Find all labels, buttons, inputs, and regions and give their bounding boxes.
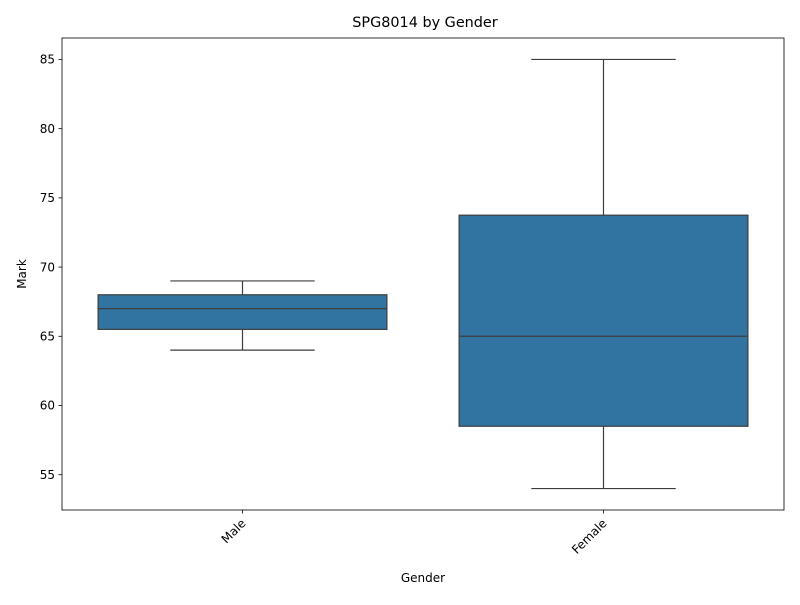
y-axis: 55 60 65 70 75 80 85 [40,53,62,482]
y-axis-label: Mark [15,259,29,289]
y-tick-label: 85 [40,53,55,67]
y-tick-label: 60 [40,399,55,413]
iqr-box [97,294,388,330]
box-male [97,280,388,351]
y-tick-label: 75 [40,191,55,205]
x-tick-label: Female [569,516,610,557]
plot-frame [61,37,785,511]
x-axis: Male Female [219,510,610,557]
y-tick-label: 80 [40,122,55,136]
iqr-box [458,214,749,427]
y-tick-label: 70 [40,260,55,274]
y-tick-label: 55 [40,468,55,482]
boxes-layer [97,58,749,490]
y-tick-label: 65 [40,329,55,343]
chart-title: SPG8014 by Gender [352,15,498,31]
x-tick-label: Male [219,516,249,546]
box-female [458,58,749,490]
x-axis-label: Gender [401,571,445,585]
